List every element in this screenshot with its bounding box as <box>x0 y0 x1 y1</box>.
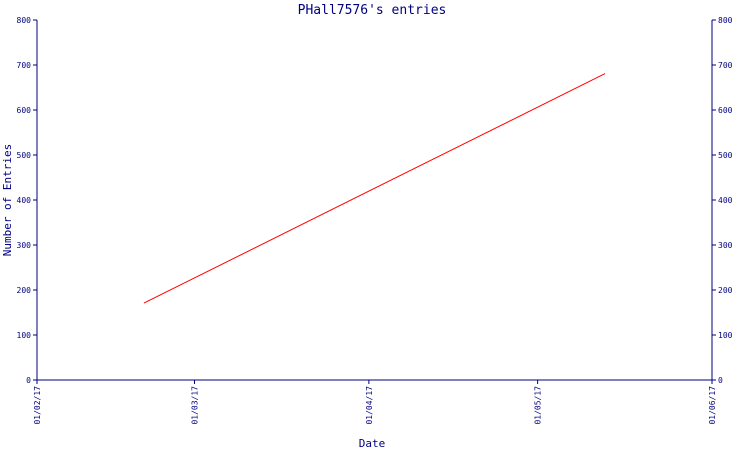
y-tick-label: 400 <box>17 196 32 205</box>
y-tick-label: 600 <box>17 106 32 115</box>
y-tick-label-right: 0 <box>718 376 723 385</box>
x-tick-label: 01/02/17 <box>33 386 42 425</box>
right-y-axis: 0 100 200 300 400 500 600 700 800 <box>712 16 733 385</box>
y-tick-label: 800 <box>17 16 32 25</box>
x-tick-label: 01/04/17 <box>365 386 374 425</box>
series-layer <box>143 73 606 304</box>
series-line <box>143 73 606 304</box>
y-tick-label-right: 700 <box>718 61 733 70</box>
y-tick-label: 200 <box>17 286 32 295</box>
y-tick-label: 700 <box>17 61 32 70</box>
x-axis-label: Date <box>359 437 386 450</box>
y-tick-label: 0 <box>26 376 31 385</box>
plot-frame <box>36 20 713 381</box>
x-tick-label: 01/06/17 <box>708 386 717 425</box>
y-tick-label-right: 500 <box>718 151 733 160</box>
y-tick-label: 300 <box>17 241 32 250</box>
y-tick-label-right: 200 <box>718 286 733 295</box>
left-y-axis: 0 100 200 300 400 500 600 700 800 <box>17 16 37 385</box>
y-tick-label-right: 400 <box>718 196 733 205</box>
x-axis: 01/02/17 01/03/17 01/04/17 01/05/17 01/06/17 <box>33 380 717 425</box>
y-tick-label-right: 800 <box>718 16 733 25</box>
chart-title: PHall7576's entries <box>298 3 447 18</box>
y-axis-label: Number of Entries <box>1 144 14 257</box>
y-tick-label-right: 600 <box>718 106 733 115</box>
x-tick-label: 01/03/17 <box>191 386 200 425</box>
y-tick-label: 100 <box>17 331 32 340</box>
x-tick-label: 01/05/17 <box>534 386 543 425</box>
y-tick-label: 500 <box>17 151 32 160</box>
y-tick-label-right: 300 <box>718 241 733 250</box>
y-tick-label-right: 100 <box>718 331 733 340</box>
